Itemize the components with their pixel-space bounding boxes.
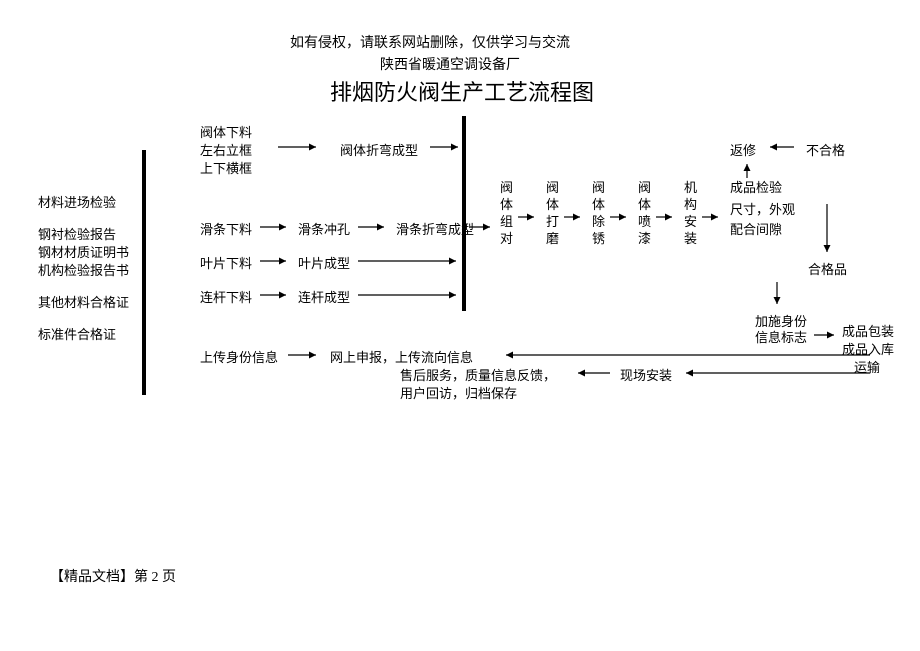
- arrow-col3: [608, 210, 634, 224]
- node-mark1: 加施身份: [755, 314, 807, 330]
- node-a1: 阀体下料: [200, 125, 252, 141]
- notice: 如有侵权，请联系网站删除，仅供学习与交流: [290, 36, 570, 53]
- arrow-d1: [258, 288, 296, 302]
- arrow-col2: [562, 210, 588, 224]
- arrow-col4: [654, 210, 680, 224]
- arrow-d2: [356, 288, 466, 302]
- node-install: 现场安装: [620, 368, 672, 384]
- node-a3: 上下横框: [200, 161, 252, 177]
- col1: 阀体组对: [500, 180, 513, 248]
- left-label-1: 材料进场检验: [38, 195, 116, 211]
- footer: 【精品文档】第 2 页: [50, 570, 176, 587]
- node-a2: 左右立框: [200, 143, 252, 159]
- node-netrep: 网上申报，上传流向信息: [330, 350, 473, 366]
- node-dim: 尺寸，外观: [730, 202, 795, 218]
- node-d2: 连杆成型: [298, 290, 350, 306]
- node-fail: 不合格: [806, 143, 845, 159]
- arrow-mid-cols: [468, 220, 498, 234]
- col5: 机构安装: [684, 180, 697, 248]
- arrow-inspect-up: [740, 158, 754, 182]
- arrow-long-left1: [498, 348, 878, 362]
- left-label-4: 机构检验报告书: [38, 263, 129, 279]
- left-label-2: 钢衬检验报告: [38, 227, 116, 243]
- arrow-upload: [286, 348, 326, 362]
- arrow-inspect-down: [820, 200, 834, 260]
- node-b2: 滑条冲孔: [298, 222, 350, 238]
- arrow-c2: [356, 254, 466, 268]
- node-c2: 叶片成型: [298, 256, 350, 272]
- node-inspection: 成品检验: [730, 180, 782, 196]
- node-b1: 滑条下料: [200, 222, 252, 238]
- node-c1: 叶片下料: [200, 256, 252, 272]
- node-pack: 成品包装: [842, 324, 894, 340]
- arrow-mark-pack: [812, 328, 842, 342]
- arrow-col1: [516, 210, 542, 224]
- node-b3: 滑条折弯成型: [396, 222, 474, 238]
- node-mark2: 信息标志: [755, 330, 807, 346]
- node-after2: 用户回访，归档保存: [400, 386, 517, 402]
- col3: 阀体除锈: [592, 180, 605, 248]
- arrow-fail-rework: [762, 140, 802, 154]
- arrow-a-right: [276, 140, 326, 154]
- node-a4: 阀体折弯成型: [340, 143, 418, 159]
- node-pass: 合格品: [808, 262, 847, 278]
- arrow-col5: [700, 210, 726, 224]
- node-d1: 连杆下料: [200, 290, 252, 306]
- arrow-b1: [258, 220, 296, 234]
- node-upload: 上传身份信息: [200, 350, 278, 366]
- arrow-install-after: [570, 366, 618, 380]
- arrow-long-left2: [678, 366, 878, 380]
- left-label-5: 其他材料合格证: [38, 295, 129, 311]
- left-label-6: 标准件合格证: [38, 327, 116, 343]
- arrow-c1: [258, 254, 296, 268]
- node-after1: 售后服务，质量信息反馈，: [400, 368, 556, 384]
- left-label-3: 钢材材质证明书: [38, 245, 129, 261]
- factory: 陕西省暖通空调设备厂: [380, 58, 520, 75]
- node-fit: 配合间隙: [730, 222, 782, 238]
- bar-mid: [462, 116, 466, 311]
- bar-left: [142, 150, 146, 395]
- arrow-b2: [356, 220, 394, 234]
- col4: 阀体喷漆: [638, 180, 651, 248]
- col2: 阀体打磨: [546, 180, 559, 248]
- title: 排烟防火阀生产工艺流程图: [330, 80, 594, 106]
- arrow-pass-mark: [770, 278, 784, 312]
- node-rework: 返修: [730, 143, 756, 159]
